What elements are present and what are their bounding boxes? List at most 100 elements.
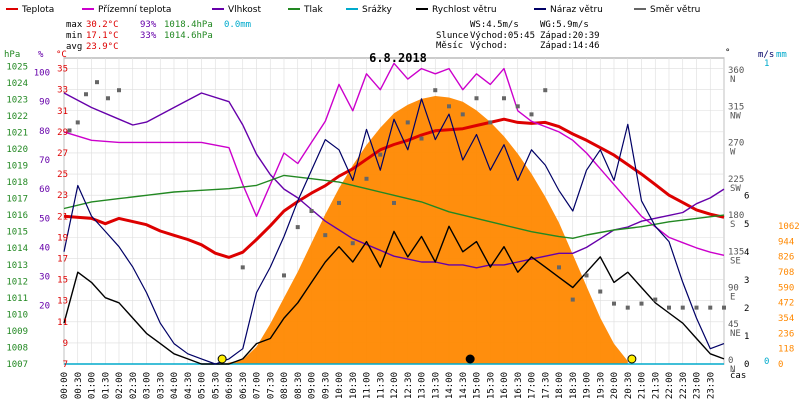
- wind-dir-point-1: [75, 120, 80, 125]
- hpa-tick-8: 1015: [6, 228, 28, 238]
- legend-label-6: Náraz větru: [550, 5, 603, 15]
- time-tick-7: 03:30: [156, 372, 166, 399]
- stat-min-label: min: [66, 31, 82, 41]
- stat-max-label: max: [66, 20, 83, 30]
- wm-tick-4: 472: [778, 299, 794, 309]
- hpa-tick-16: 1023: [6, 95, 28, 105]
- deg-tick-5: 225: [728, 175, 744, 185]
- hpa-tick-6: 1013: [6, 261, 28, 271]
- axis-title-hpa: hPa: [4, 50, 20, 60]
- wind-dir-point-22: [488, 120, 493, 125]
- degc-tick-13: 33: [57, 86, 68, 96]
- stat-min-hum: 33%: [140, 31, 157, 41]
- wind-dir-point-36: [680, 305, 685, 310]
- series-line-1: [63, 62, 725, 256]
- hpa-tick-10: 1017: [6, 195, 28, 205]
- time-tick-40: 20:00: [610, 372, 620, 399]
- time-tick-34: 17:00: [528, 372, 538, 399]
- stat-avg-label: avg: [66, 42, 82, 52]
- degc-tick-1: 9: [63, 339, 68, 349]
- astro-block: WS:4.5m/s WG:5.9m/s Slunce Východ:05:45 …: [436, 20, 600, 51]
- time-tick-3: 01:30: [101, 372, 111, 399]
- wind-dir-point-21: [474, 96, 479, 101]
- hpa-tick-12: 1019: [6, 162, 28, 172]
- time-tick-19: 09:30: [321, 372, 331, 399]
- time-tick-38: 19:00: [583, 372, 593, 399]
- wind-dir-point-6: [240, 265, 245, 270]
- moon-rise: Východ:: [470, 41, 508, 51]
- time-tick-4: 02:00: [115, 372, 125, 399]
- hpa-tick-13: 1020: [6, 145, 28, 155]
- time-tick-11: 05:30: [211, 372, 221, 399]
- axis-ticks: 1007100810091010101110121013101410151016…: [6, 59, 799, 399]
- deg-dir-4: S: [730, 220, 735, 230]
- series-lines: [63, 62, 726, 365]
- pct-tick-1: 30: [39, 273, 50, 283]
- wind-dir-point-5: [117, 88, 121, 93]
- pct-tick-4: 60: [39, 185, 50, 195]
- time-tick-35: 17:30: [541, 372, 551, 399]
- deg-tick-6: 270: [728, 139, 744, 149]
- wind-dir-point-12: [350, 241, 355, 246]
- chart-legend: Teplota Přízemní teplota Vlhkost Tlak Srážky…: [6, 5, 700, 15]
- degc-tick-2: 11: [57, 318, 68, 328]
- wind-dir-point-7: [282, 273, 286, 278]
- wind-dir-point-26: [543, 88, 548, 93]
- deg-dir-1: NE: [730, 329, 741, 339]
- degc-tick-7: 21: [57, 212, 68, 222]
- time-tick-30: 15:00: [473, 372, 483, 399]
- time-tick-26: 13:00: [418, 372, 428, 399]
- deg-tick-2: 90: [728, 284, 739, 294]
- hpa-tick-9: 1016: [6, 211, 28, 221]
- stat-max-rain: 0.0mm: [224, 20, 251, 30]
- wind-dir-point-30: [598, 289, 603, 294]
- solar-radiation: [222, 96, 628, 364]
- time-tick-42: 21:00: [638, 372, 648, 399]
- time-tick-5: 02:30: [129, 372, 139, 399]
- wm-tick-8: 944: [778, 237, 794, 247]
- ms-tick-5: 5: [744, 220, 749, 230]
- deg-dir-3: SE: [730, 256, 741, 266]
- pct-tick-5: 70: [39, 156, 50, 166]
- wm-tick-2: 236: [778, 329, 794, 339]
- wind-dir-point-28: [570, 297, 575, 302]
- time-tick-24: 12:00: [390, 372, 400, 399]
- time-tick-27: 13:30: [431, 372, 441, 399]
- degc-tick-4: 15: [57, 276, 68, 286]
- time-tick-8: 04:00: [170, 372, 180, 399]
- wind-dir-point-11: [337, 200, 341, 205]
- time-tick-1: 00:30: [74, 372, 84, 399]
- solar-radiation-area: [222, 96, 628, 364]
- legend-label-1: Přízemní teplota: [98, 5, 171, 15]
- time-tick-2: 01:00: [88, 372, 98, 399]
- wind-dir-point-23: [502, 96, 506, 101]
- time-tick-10: 05:00: [198, 372, 208, 399]
- wm-tick-9: 1062: [778, 222, 800, 232]
- wind-dir-point-31: [612, 301, 616, 306]
- sun-set: Západ:20:39: [540, 31, 600, 41]
- series-line-3: [63, 174, 725, 240]
- pct-tick-2: 40: [39, 243, 50, 253]
- moon-label: Měsíc: [436, 41, 463, 51]
- moonset-marker: [465, 354, 475, 364]
- sunrise-marker: [217, 354, 227, 364]
- time-tick-33: 16:30: [514, 372, 524, 399]
- time-tick-12: 06:00: [225, 372, 235, 399]
- degc-tick-12: 31: [57, 107, 68, 117]
- wind-dir-point-15: [392, 200, 396, 205]
- degc-tick-5: 17: [57, 254, 68, 264]
- time-tick-46: 23:00: [693, 372, 703, 399]
- wind-dir-point-37: [694, 305, 699, 310]
- time-tick-47: 23:30: [706, 372, 716, 399]
- wm-tick-7: 826: [778, 253, 794, 263]
- stat-max-hum: 93%: [140, 20, 157, 30]
- deg-dir-8: N: [730, 75, 735, 85]
- chart-title: 6.8.2018: [369, 51, 427, 65]
- legend-label-0: Teplota: [21, 5, 54, 15]
- hpa-tick-3: 1010: [6, 310, 28, 320]
- time-tick-14: 07:00: [253, 372, 263, 399]
- degc-tick-0: 7: [63, 360, 68, 370]
- deg-tick-8: 360: [728, 66, 744, 76]
- time-tick-0: 00:00: [60, 372, 70, 399]
